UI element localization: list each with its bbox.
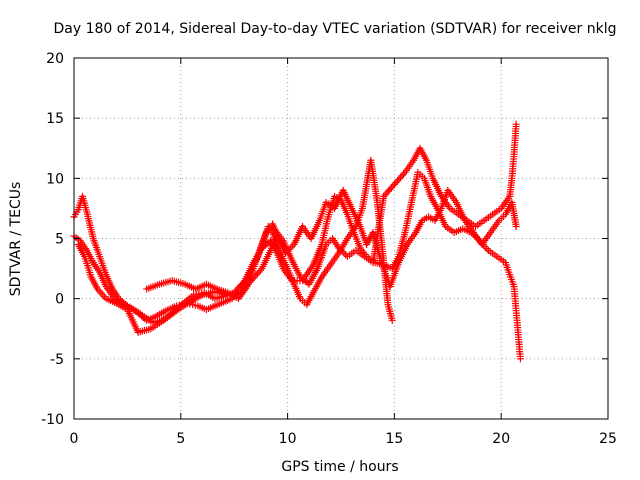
data-point-marker (287, 244, 295, 252)
data-point-marker (281, 249, 289, 257)
data-point-marker (256, 266, 264, 274)
data-point-marker (384, 187, 392, 195)
data-point-marker (395, 175, 403, 183)
x-tick-label: 15 (385, 431, 403, 447)
x-axis-label: GPS time / hours (281, 459, 398, 475)
y-tick-label: 10 (46, 171, 64, 187)
series-track-4 (143, 186, 520, 303)
data-point-marker (235, 283, 243, 291)
data-point-marker (253, 270, 261, 278)
data-point-marker (283, 247, 291, 255)
data-point-marker (337, 246, 345, 254)
data-point-marker (285, 246, 293, 254)
data-point-marker (512, 222, 520, 230)
y-axis-label: SDTVAR / TECUs (8, 182, 24, 297)
data-point-marker (386, 186, 394, 194)
y-tick-label: 20 (46, 51, 64, 67)
data-point-marker (390, 180, 398, 188)
x-tick-label: 5 (176, 431, 185, 447)
data-point-marker (388, 316, 396, 324)
data-point-marker (238, 280, 246, 288)
data-point-marker (389, 182, 397, 190)
axis-ticks: 0 5 10 15 20 25 -10 -5 0 5 10 15 20 (41, 51, 617, 447)
data-point-marker (398, 172, 406, 180)
y-tick-label: -5 (50, 352, 64, 368)
data-point-marker (397, 173, 405, 181)
data-point-marker (393, 177, 401, 185)
x-tick-label: 25 (599, 431, 617, 447)
data-point-marker (338, 247, 346, 255)
data-point-marker (516, 355, 524, 363)
y-tick-label: 15 (46, 111, 64, 127)
grid-lines (74, 58, 608, 419)
data-point-marker (380, 192, 388, 200)
data-point-marker (340, 249, 348, 257)
data-point-marker (400, 170, 408, 178)
series-track-3 (74, 120, 520, 336)
y-tick-label: 0 (55, 292, 64, 308)
x-tick-label: 20 (492, 431, 510, 447)
x-tick-label: 10 (279, 431, 297, 447)
data-point-marker (387, 184, 395, 192)
data-point-marker (381, 191, 389, 199)
data-point-marker (392, 179, 400, 187)
data-point-marker (512, 120, 520, 128)
data-points (70, 120, 524, 363)
data-point-marker (383, 189, 391, 197)
chart-title: Day 180 of 2014, Sidereal Day-to-day VTE… (54, 21, 617, 37)
data-point-marker (288, 242, 296, 250)
x-tick-label: 0 (70, 431, 79, 447)
y-tick-label: -10 (41, 412, 64, 428)
data-point-marker (335, 244, 343, 252)
y-tick-label: 5 (55, 232, 64, 248)
data-point-marker (233, 285, 241, 293)
data-point-marker (236, 282, 244, 290)
data-point-marker (255, 268, 263, 276)
